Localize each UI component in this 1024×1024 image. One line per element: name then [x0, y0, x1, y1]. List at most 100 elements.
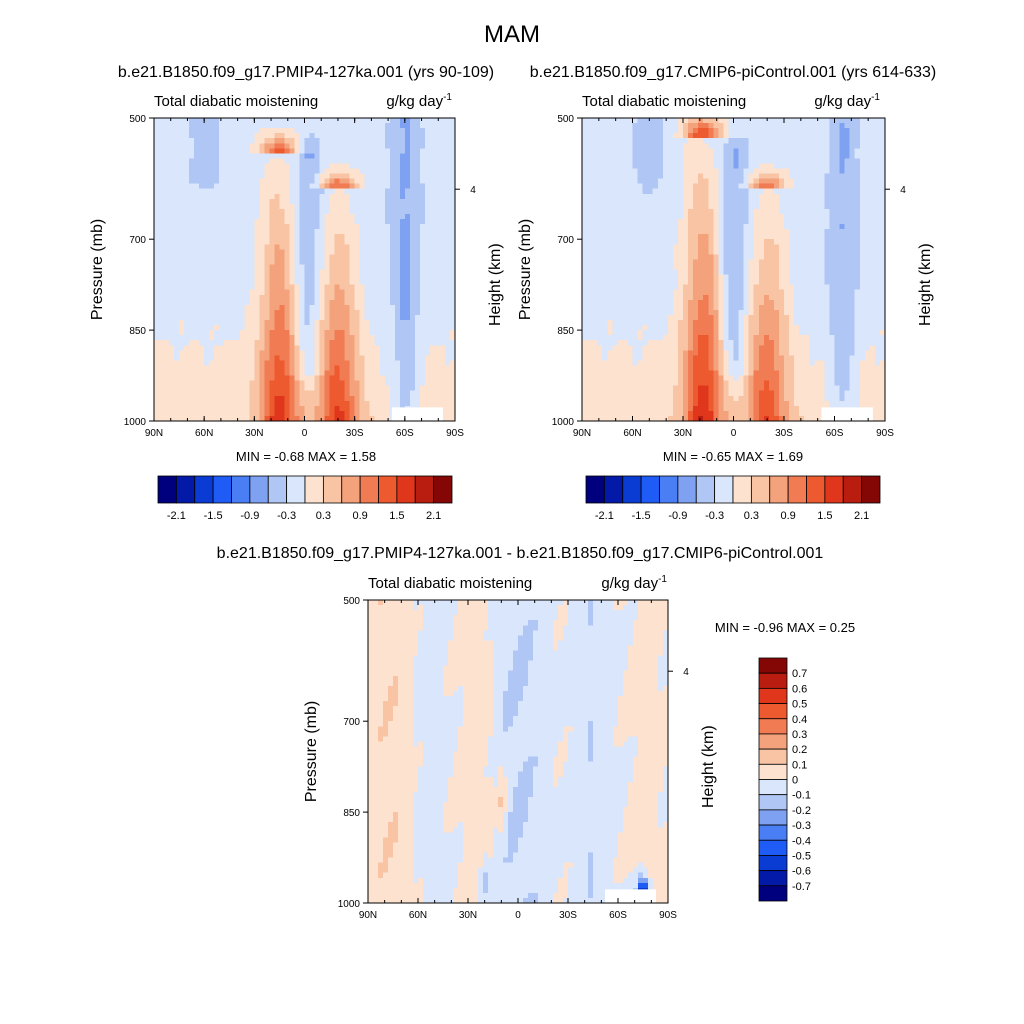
contour-cell: [309, 395, 316, 402]
contour-cell: [164, 239, 170, 245]
contour-cell: [414, 224, 421, 230]
contour-cell: [169, 198, 175, 205]
contour-cell: [204, 309, 210, 316]
contour-cell: [344, 213, 351, 220]
contour-cell: [384, 335, 391, 341]
contour-cell: [194, 284, 200, 291]
contour-cell: [434, 234, 441, 240]
contour-cell: [384, 153, 391, 159]
contour-cell: [349, 380, 356, 387]
contour-cell: [414, 188, 421, 195]
contour-cell: [344, 365, 351, 372]
contour-cell: [849, 148, 856, 154]
contour-cell: [374, 370, 381, 377]
contour-cell: [159, 249, 165, 255]
contour-cell: [199, 294, 205, 301]
contour-cell: [444, 390, 451, 397]
contour-cell: [239, 123, 245, 129]
contour-cell: [194, 153, 200, 159]
contour-cell: [334, 274, 341, 281]
contour-cell: [424, 203, 431, 210]
contour-cell: [369, 153, 376, 159]
contour-cell: [379, 410, 386, 417]
contour-cell: [672, 183, 679, 190]
contour-cell: [389, 395, 396, 402]
contour-cell: [289, 269, 296, 276]
contour-cell: [234, 213, 240, 220]
contour-cell: [319, 304, 326, 311]
contour-cell: [359, 410, 366, 417]
contour-cell: [768, 123, 775, 129]
contour-cell: [439, 294, 446, 301]
contour-cell: [713, 153, 719, 159]
panel1-y-tick-label: 700: [129, 235, 146, 246]
contour-cell: [384, 229, 391, 235]
contour-cell: [334, 390, 341, 397]
contour-cell: [319, 365, 326, 372]
contour-cell: [627, 163, 634, 170]
contour-cell: [239, 143, 245, 149]
contour-cell: [294, 254, 301, 260]
contour-cell: [444, 183, 451, 190]
contour-cell: [184, 309, 190, 316]
contour-cell: [154, 375, 160, 382]
contour-cell: [434, 198, 441, 205]
contour-cell: [409, 158, 416, 165]
contour-cell: [879, 148, 886, 154]
contour-cell: [379, 183, 386, 190]
contour-cell: [324, 249, 331, 255]
contour-cell: [304, 289, 311, 296]
contour-cell: [274, 173, 281, 180]
contour-cell: [349, 133, 356, 139]
contour-cell: [384, 340, 391, 346]
contour-cell: [224, 380, 230, 387]
contour-cell: [733, 219, 740, 225]
contour-cell: [309, 405, 316, 412]
contour-cell: [264, 284, 270, 291]
contour-cell: [354, 325, 361, 331]
contour-cell: [424, 385, 431, 392]
contour-cell: [234, 350, 240, 356]
contour-cell: [354, 123, 361, 129]
contour-cell: [169, 385, 175, 392]
contour-cell: [824, 133, 831, 139]
contour-cell: [434, 274, 441, 281]
contour-cell: [409, 193, 416, 200]
contour-cell: [359, 208, 366, 215]
contour-cell: [244, 395, 250, 402]
contour-cell: [434, 244, 441, 250]
contour-cell: [642, 148, 649, 154]
contour-cell: [768, 153, 775, 159]
contour-cell: [662, 183, 669, 190]
contour-cell: [419, 118, 426, 124]
contour-cell: [379, 314, 386, 321]
contour-cell: [814, 163, 820, 170]
contour-cell: [199, 254, 205, 260]
contour-cell: [189, 279, 195, 286]
contour-cell: [394, 163, 401, 170]
contour-cell: [199, 395, 205, 402]
contour-cell: [394, 380, 401, 387]
contour-cell: [254, 345, 260, 351]
contour-cell: [324, 178, 331, 185]
contour-cell: [214, 269, 220, 276]
contour-cell: [289, 178, 296, 185]
contour-cell: [289, 380, 296, 387]
contour-cell: [239, 375, 245, 382]
contour-cell: [229, 340, 235, 346]
contour-cell: [369, 284, 376, 291]
contour-cell: [394, 294, 401, 301]
contour-cell: [324, 385, 331, 392]
contour-cell: [864, 188, 871, 195]
contour-cell: [804, 198, 810, 205]
contour-cell: [289, 239, 296, 245]
contour-cell: [587, 208, 593, 215]
contour-cell: [189, 269, 195, 276]
contour-cell: [199, 158, 205, 165]
contour-cell: [414, 254, 421, 260]
contour-cell: [209, 148, 215, 154]
contour-cell: [824, 173, 831, 180]
contour-cell: [289, 395, 296, 402]
contour-cell: [389, 325, 396, 331]
contour-cell: [294, 304, 301, 311]
